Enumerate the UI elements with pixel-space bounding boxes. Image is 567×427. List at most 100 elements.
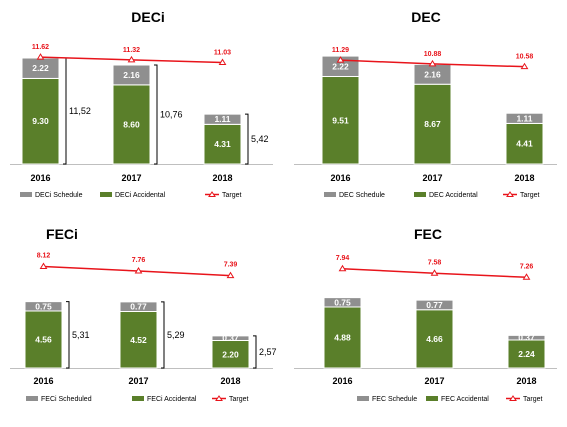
bar-schedule: [112, 64, 151, 86]
legend-label-schedule: DEC Schedule: [339, 192, 385, 199]
target-data-label: 7.58: [428, 259, 442, 266]
total-label: 5,42: [251, 134, 269, 144]
bar-schedule: [211, 335, 250, 341]
legend-label-target: Target: [520, 192, 540, 199]
bar-accidental: [21, 77, 60, 165]
target-point: [39, 262, 48, 269]
chart-panel-deci: DECi 9.30 2.22 2016 11,52 8.60 2.16 2017 10,76 4.…: [0, 0, 283, 213]
bar-accidental: [415, 309, 454, 369]
bar-schedule: [323, 297, 362, 308]
x-tick-label: 2016: [332, 376, 352, 386]
chart-panel-dec: DEC 9.51 2.22 2016 8.67 2.16 2017 4.41 1.11 2018 1…: [284, 0, 567, 213]
bar-accidental: [505, 122, 544, 165]
x-tick-label: 2018: [220, 376, 240, 386]
legend-swatch-schedule: [324, 192, 336, 197]
chart-deci: DECi 9.30 2.22 2016 11,52 8.60 2.16 2017 10,76 4.…: [10, 9, 273, 199]
bar-accidental: [323, 306, 362, 369]
legend-label-schedule: DECi Schedule: [35, 192, 83, 199]
legend-swatch-accidental: [100, 192, 112, 197]
data-label-schedule: 0.77: [426, 300, 443, 310]
x-tick-label: 2018: [514, 173, 534, 183]
target-data-label: 7.26: [520, 263, 534, 270]
target-point: [428, 59, 437, 67]
data-label-schedule: 0.75: [334, 297, 351, 307]
legend-swatch-schedule: [357, 396, 369, 401]
target-point: [127, 55, 136, 63]
bar-schedule: [507, 334, 546, 341]
target-point: [134, 267, 143, 274]
chart-title: DECi: [131, 9, 164, 25]
legend-swatch-schedule: [26, 396, 38, 401]
legend-swatch-accidental: [414, 192, 426, 197]
bar-schedule: [505, 112, 544, 124]
total-bracket: [63, 57, 67, 165]
legend-label-accidental: FECi Accidental: [147, 396, 197, 403]
x-tick-label: 2016: [33, 376, 53, 386]
x-tick-label: 2016: [30, 173, 50, 183]
target-point: [336, 56, 345, 63]
bar-schedule: [24, 301, 63, 312]
data-label-schedule: 0.75: [35, 301, 52, 311]
data-label-accidental: 4.31: [214, 139, 231, 149]
legend-label-accidental: DECi Accidental: [115, 192, 166, 199]
target-point: [520, 62, 529, 70]
data-label-accidental: 8.67: [424, 119, 441, 129]
target-data-label: 7.39: [224, 262, 238, 269]
target-point: [338, 264, 347, 272]
total-label: 11,52: [69, 106, 91, 116]
bar-accidental: [211, 340, 250, 369]
x-tick-label: 2018: [212, 173, 232, 183]
data-label-schedule: 2.16: [123, 70, 140, 80]
target-data-label: 10.88: [424, 51, 442, 58]
x-tick-label: 2018: [516, 376, 536, 386]
chart-panel-feci: FECi 4.56 0.75 2016 5,31 4.52 0.77 2017 5,29 2.20…: [0, 214, 283, 427]
target-data-label: 7.94: [336, 255, 350, 262]
legend-marker-target: [208, 191, 216, 197]
bar-schedule: [415, 299, 454, 311]
bar-accidental: [413, 83, 452, 165]
target-data-label: 8.12: [37, 253, 51, 260]
legend-marker-target: [506, 191, 514, 197]
data-label-schedule: 0.37: [518, 333, 535, 343]
data-label-accidental: 8.60: [123, 119, 140, 129]
total-label: 10,76: [160, 110, 183, 120]
x-tick-label: 2017: [121, 173, 141, 183]
legend-label-target: Target: [523, 396, 543, 403]
legend-marker-target: [509, 395, 517, 401]
target-point: [226, 271, 235, 279]
chart-fec: FEC 4.88 0.75 2016 4.66 0.77 2017 2.24 0.37 2018 7…: [294, 226, 557, 403]
total-bracket: [253, 335, 257, 369]
x-tick-label: 2017: [422, 173, 442, 183]
x-tick-label: 2016: [330, 173, 350, 183]
bar-accidental: [203, 123, 242, 165]
chart-panel-fec: FEC 4.88 0.75 2016 4.66 0.77 2017 2.24 0.37 2018 7…: [284, 214, 567, 427]
target-point: [522, 273, 531, 280]
total-label: 2,57: [259, 347, 277, 357]
target-data-label: 11.29: [332, 47, 349, 54]
x-tick-label: 2017: [128, 376, 148, 386]
data-label-schedule: 0.77: [130, 302, 147, 312]
data-label-schedule: 1.11: [516, 113, 532, 123]
data-label-accidental: 4.52: [130, 335, 147, 345]
legend-label-target: Target: [229, 396, 249, 403]
legend-label-schedule: FEC Schedule: [372, 396, 417, 403]
target-data-label: 10.58: [516, 54, 534, 61]
data-label-accidental: 2.24: [518, 349, 535, 359]
data-label-schedule: 0.37: [222, 333, 239, 343]
legend-label-schedule: FECi Scheduled: [41, 396, 92, 403]
target-point: [218, 58, 227, 66]
target-point: [430, 269, 439, 276]
legend-label-target: Target: [222, 192, 242, 199]
legend-swatch-schedule: [20, 192, 32, 197]
chart-dec: DEC 9.51 2.22 2016 8.67 2.16 2017 4.41 1.11 2018 1…: [294, 9, 557, 199]
bar-schedule: [119, 301, 158, 312]
target-data-label: 11.62: [32, 44, 49, 51]
legend-label-accidental: FEC Accidental: [441, 396, 489, 403]
data-label-schedule: 2.22: [332, 61, 349, 71]
total-bracket: [66, 301, 70, 369]
x-tick-label: 2017: [424, 376, 444, 386]
bar-accidental: [321, 76, 360, 165]
data-label-schedule: 2.22: [32, 63, 49, 73]
bar-accidental: [112, 84, 151, 165]
bar-schedule: [203, 113, 242, 125]
